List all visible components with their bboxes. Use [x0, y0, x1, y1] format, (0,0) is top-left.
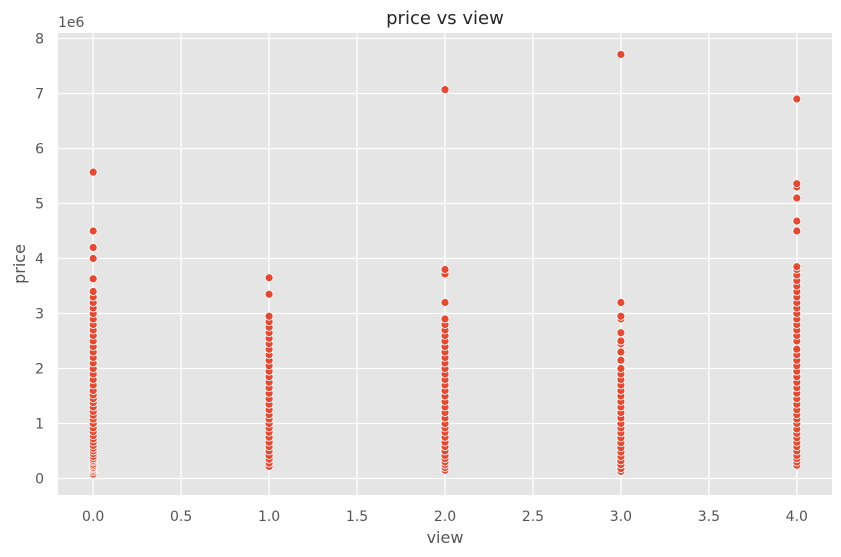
scatter-point — [616, 50, 626, 59]
y-tick-label: 8 — [35, 32, 44, 48]
y-tick-label: 4 — [35, 252, 44, 268]
y-axis-offset-label: 1e6 — [58, 15, 85, 31]
scatter-point — [88, 254, 98, 263]
scatter-point — [792, 226, 802, 236]
scatter-point — [616, 328, 626, 338]
scatter-point — [792, 344, 802, 354]
y-tick-label: 2 — [35, 362, 44, 378]
x-tick-label: 3.5 — [698, 509, 720, 525]
chart-title: price vs view — [386, 8, 504, 29]
scatter-point — [88, 243, 98, 252]
scatter-point — [792, 179, 802, 189]
y-axis-label: price — [10, 244, 29, 284]
x-tick-label: 0.5 — [170, 509, 192, 525]
y-tick-label: 5 — [35, 197, 44, 213]
y-tick-label: 6 — [35, 142, 44, 158]
scatter-point — [792, 216, 802, 226]
scatter-point — [440, 85, 450, 95]
y-tick-label: 1 — [35, 417, 44, 433]
scatter-point — [616, 355, 626, 365]
scatter-point — [264, 311, 274, 321]
y-tick-label: 0 — [35, 472, 44, 488]
scatter-point — [88, 167, 98, 177]
tick-labels: 0.0 0.5 1.0 1.5 2.0 2.5 3.0 3.5 4.0 0 1 2 3 4 5 6 7 8 — [35, 32, 808, 526]
x-tick-label: 2.5 — [522, 509, 544, 525]
scatter-point — [792, 94, 802, 104]
scatter-point — [792, 193, 802, 203]
data-points — [88, 50, 802, 479]
x-tick-label: 4.0 — [786, 509, 808, 525]
scatter-point — [88, 274, 98, 284]
x-axis-label: view — [427, 528, 464, 547]
scatter-point — [616, 347, 626, 357]
scatter-point — [616, 364, 626, 373]
scatter-point — [440, 265, 450, 274]
scatter-point — [440, 298, 450, 307]
scatter-point — [792, 262, 802, 272]
x-tick-label: 1.5 — [346, 509, 368, 525]
y-tick-label: 3 — [35, 307, 44, 323]
scatter-point — [264, 273, 274, 283]
scatter-point — [88, 226, 98, 236]
scatter-point — [616, 298, 626, 307]
x-tick-label: 1.0 — [258, 509, 280, 525]
scatter-point — [264, 289, 274, 299]
scatter-point — [616, 336, 626, 346]
x-tick-label: 0.0 — [82, 509, 104, 525]
scatter-point — [88, 287, 98, 296]
scatter-point — [440, 314, 450, 324]
x-tick-label: 2.0 — [434, 509, 456, 525]
y-tick-label: 7 — [35, 87, 44, 103]
x-tick-label: 3.0 — [610, 509, 632, 525]
scatter-point — [616, 311, 626, 321]
